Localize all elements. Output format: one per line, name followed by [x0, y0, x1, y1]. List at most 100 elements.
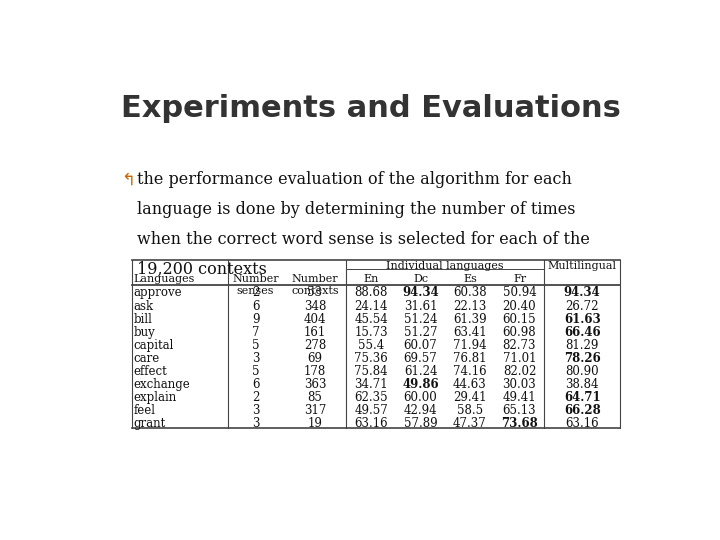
Text: 161: 161 — [304, 326, 326, 339]
Text: 29.41: 29.41 — [454, 391, 487, 404]
Text: 82.73: 82.73 — [503, 339, 536, 352]
Text: 94.34: 94.34 — [402, 287, 439, 300]
Text: 317: 317 — [304, 404, 326, 417]
Text: buy: buy — [133, 326, 156, 339]
Text: capital: capital — [133, 339, 174, 352]
Text: En: En — [364, 274, 379, 284]
Text: 24.14: 24.14 — [354, 300, 388, 313]
Text: 3: 3 — [252, 404, 259, 417]
Text: 7: 7 — [252, 326, 259, 339]
Text: 60.07: 60.07 — [404, 339, 437, 352]
Text: 76.81: 76.81 — [454, 352, 487, 365]
Text: 78.26: 78.26 — [564, 352, 600, 365]
Text: when the correct word sense is selected for each of the: when the correct word sense is selected … — [138, 231, 590, 248]
Text: 60.38: 60.38 — [453, 287, 487, 300]
Text: 3: 3 — [252, 352, 259, 365]
Text: Fr: Fr — [513, 274, 526, 284]
Text: 60.00: 60.00 — [404, 391, 437, 404]
Text: bill: bill — [133, 313, 153, 326]
Text: 2: 2 — [252, 287, 259, 300]
Text: 55.4: 55.4 — [358, 339, 384, 352]
Text: 44.63: 44.63 — [453, 378, 487, 391]
Text: Experiments and Evaluations: Experiments and Evaluations — [121, 94, 621, 123]
Text: 80.90: 80.90 — [565, 365, 599, 378]
Text: 63.16: 63.16 — [354, 417, 388, 430]
Text: feel: feel — [133, 404, 156, 417]
Text: Dc: Dc — [413, 274, 428, 284]
Text: 66.46: 66.46 — [564, 326, 600, 339]
Text: Es: Es — [463, 274, 477, 284]
Text: 30.03: 30.03 — [503, 378, 536, 391]
Text: 42.94: 42.94 — [404, 404, 437, 417]
Text: 19,200 contexts: 19,200 contexts — [138, 261, 267, 278]
Text: 49.41: 49.41 — [503, 391, 536, 404]
Text: 64.71: 64.71 — [564, 391, 600, 404]
Text: 47.37: 47.37 — [453, 417, 487, 430]
Text: Languages: Languages — [133, 274, 195, 284]
Text: 73.68: 73.68 — [501, 417, 538, 430]
Text: 49.57: 49.57 — [354, 404, 388, 417]
Text: 20.40: 20.40 — [503, 300, 536, 313]
Text: 3: 3 — [252, 417, 259, 430]
Text: 9: 9 — [252, 313, 259, 326]
Text: 49.86: 49.86 — [402, 378, 438, 391]
Text: 71.94: 71.94 — [453, 339, 487, 352]
Text: 2: 2 — [252, 391, 259, 404]
Text: 6: 6 — [252, 300, 259, 313]
Text: 5: 5 — [252, 365, 259, 378]
Text: 82.02: 82.02 — [503, 365, 536, 378]
Text: 61.63: 61.63 — [564, 313, 600, 326]
Text: language is done by determining the number of times: language is done by determining the numb… — [138, 201, 576, 218]
Text: 53: 53 — [307, 287, 323, 300]
Text: 15.73: 15.73 — [354, 326, 388, 339]
Text: approve: approve — [133, 287, 182, 300]
Text: 6: 6 — [252, 378, 259, 391]
Text: Number
senses: Number senses — [233, 274, 279, 296]
Text: 60.98: 60.98 — [503, 326, 536, 339]
Text: 19: 19 — [307, 417, 323, 430]
Text: 22.13: 22.13 — [454, 300, 487, 313]
Text: 75.84: 75.84 — [354, 365, 388, 378]
Text: 363: 363 — [304, 378, 326, 391]
Text: 26.72: 26.72 — [565, 300, 599, 313]
Text: 69: 69 — [307, 352, 323, 365]
Text: 63.41: 63.41 — [453, 326, 487, 339]
Text: effect: effect — [133, 365, 167, 378]
Text: ↰: ↰ — [121, 171, 135, 189]
Text: Individual languages: Individual languages — [387, 261, 504, 271]
Text: 61.39: 61.39 — [453, 313, 487, 326]
Text: 60.15: 60.15 — [503, 313, 536, 326]
Text: Number
contexts: Number contexts — [291, 274, 338, 296]
Text: 34.71: 34.71 — [354, 378, 388, 391]
Text: 57.89: 57.89 — [404, 417, 437, 430]
Text: 81.29: 81.29 — [565, 339, 599, 352]
Text: care: care — [133, 352, 160, 365]
Text: 65.13: 65.13 — [503, 404, 536, 417]
Text: 85: 85 — [307, 391, 323, 404]
Text: 51.27: 51.27 — [404, 326, 437, 339]
Text: 45.54: 45.54 — [354, 313, 388, 326]
Text: 51.24: 51.24 — [404, 313, 437, 326]
Text: Multilingual: Multilingual — [548, 261, 616, 271]
Text: 88.68: 88.68 — [354, 287, 387, 300]
Text: ask: ask — [133, 300, 153, 313]
Text: 31.61: 31.61 — [404, 300, 437, 313]
Text: 66.28: 66.28 — [564, 404, 600, 417]
Text: 278: 278 — [304, 339, 326, 352]
Text: 75.36: 75.36 — [354, 352, 388, 365]
Text: 94.34: 94.34 — [564, 287, 600, 300]
Text: 404: 404 — [304, 313, 326, 326]
Text: 348: 348 — [304, 300, 326, 313]
Text: 5: 5 — [252, 339, 259, 352]
Text: 50.94: 50.94 — [503, 287, 536, 300]
Text: 61.24: 61.24 — [404, 365, 437, 378]
Text: 38.84: 38.84 — [565, 378, 599, 391]
Text: 69.57: 69.57 — [404, 352, 437, 365]
Text: exchange: exchange — [133, 378, 190, 391]
Text: 58.5: 58.5 — [457, 404, 483, 417]
Text: 62.35: 62.35 — [354, 391, 388, 404]
Text: the performance evaluation of the algorithm for each: the performance evaluation of the algori… — [138, 171, 572, 188]
Text: 63.16: 63.16 — [565, 417, 599, 430]
Text: 178: 178 — [304, 365, 326, 378]
Text: 71.01: 71.01 — [503, 352, 536, 365]
